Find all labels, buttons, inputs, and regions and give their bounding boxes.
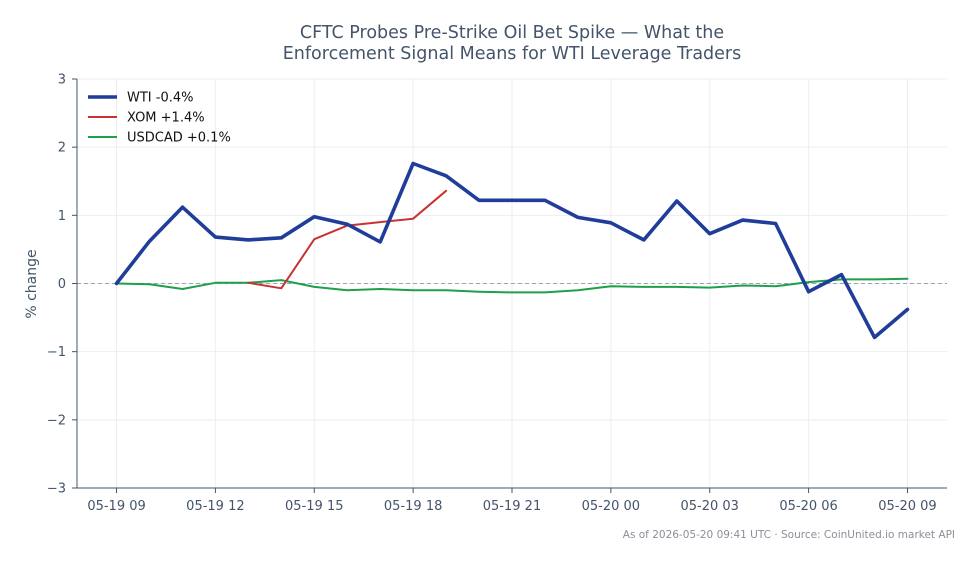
y-tick-label: −2 — [47, 413, 66, 428]
x-tick-label: 05-19 12 — [186, 499, 244, 514]
y-tick-label: 3 — [58, 73, 66, 88]
chart-title-line-2: Enforcement Signal Means for WTI Leverag… — [283, 44, 741, 64]
y-axis-ticks: −3 −2 −1 0 1 2 3 — [47, 73, 77, 497]
y-tick-label: 2 — [58, 141, 66, 156]
chart-title: CFTC Probes Pre-Strike Oil Bet Spike — W… — [283, 23, 741, 64]
y-tick-label: −3 — [47, 482, 66, 497]
x-tick-label: 05-20 09 — [878, 499, 936, 514]
legend-label: WTI -0.4% — [127, 91, 193, 106]
x-tick-label: 05-19 09 — [87, 499, 145, 514]
footer-source-note: As of 2026-05-20 09:41 UTC · Source: Coi… — [623, 529, 955, 541]
y-axis-label: % change — [24, 249, 40, 318]
series-lines — [114, 161, 910, 340]
x-tick-label: 05-19 21 — [483, 499, 541, 514]
legend: WTI -0.4% XOM +1.4% USDCAD +0.1% — [88, 91, 231, 146]
y-tick-label: −1 — [47, 345, 66, 360]
x-tick-label: 05-20 06 — [779, 499, 837, 514]
legend-label: XOM +1.4% — [127, 111, 205, 126]
legend-label: USDCAD +0.1% — [127, 131, 231, 146]
x-tick-label: 05-19 18 — [384, 499, 442, 514]
x-tick-label: 05-20 00 — [582, 499, 640, 514]
chart-title-line-1: CFTC Probes Pre-Strike Oil Bet Spike — W… — [300, 23, 724, 43]
x-tick-label: 05-19 15 — [285, 499, 343, 514]
y-tick-label: 0 — [58, 277, 66, 292]
y-tick-label: 1 — [58, 209, 66, 224]
x-axis-ticks: 05-19 09 05-19 12 05-19 15 05-19 18 05-19 21… — [87, 488, 937, 514]
x-tick-label: 05-20 03 — [681, 499, 739, 514]
series-line-0 — [114, 161, 910, 340]
